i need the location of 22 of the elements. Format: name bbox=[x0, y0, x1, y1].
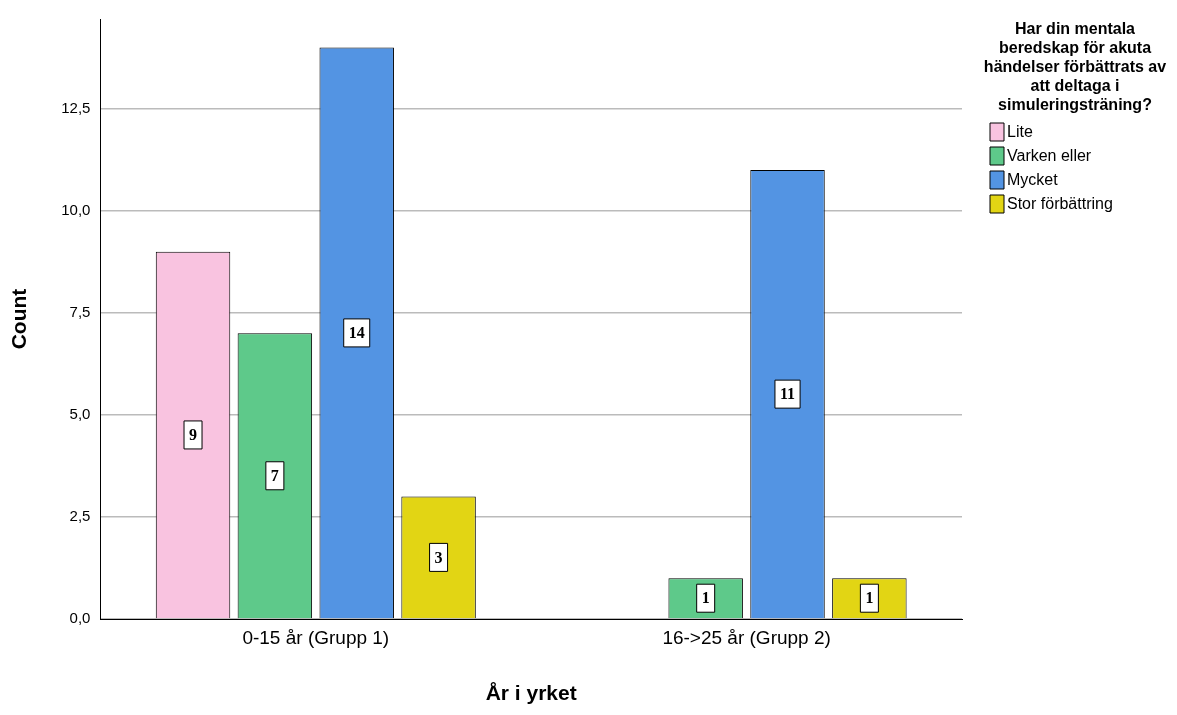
y-tick-label: 0,0 bbox=[69, 609, 91, 627]
x-axis-title: År i yrket bbox=[485, 681, 577, 705]
y-tick-label: 12,5 bbox=[61, 98, 91, 116]
data-label: 14 bbox=[348, 324, 365, 342]
legend-label: Stor förbättring bbox=[1007, 195, 1113, 213]
y-tick-label: 10,0 bbox=[61, 200, 91, 218]
legend-label: Mycket bbox=[1007, 171, 1059, 189]
data-label: 1 bbox=[865, 589, 874, 607]
data-label: 11 bbox=[779, 385, 796, 403]
y-tick-label: 7,5 bbox=[69, 303, 91, 321]
x-tick-label: 16->25 år (Grupp 2) bbox=[662, 626, 831, 648]
y-tick-label: 2,5 bbox=[69, 507, 91, 525]
data-label: 7 bbox=[270, 466, 279, 484]
y-tick-label: 5,0 bbox=[69, 405, 91, 423]
legend-label: Varken eller bbox=[1007, 147, 1092, 165]
y-axis-title: Count bbox=[7, 288, 31, 350]
data-label: 3 bbox=[434, 548, 443, 566]
data-label: 9 bbox=[189, 426, 198, 444]
data-label: 1 bbox=[701, 589, 710, 607]
legend-label: Lite bbox=[1007, 123, 1033, 141]
legend-title: Har din mentala beredskap för akuta händelser förbättrats av att deltaga i simuleringsträning? bbox=[983, 20, 1167, 114]
x-tick-label: 0-15 år (Grupp 1) bbox=[242, 626, 390, 648]
